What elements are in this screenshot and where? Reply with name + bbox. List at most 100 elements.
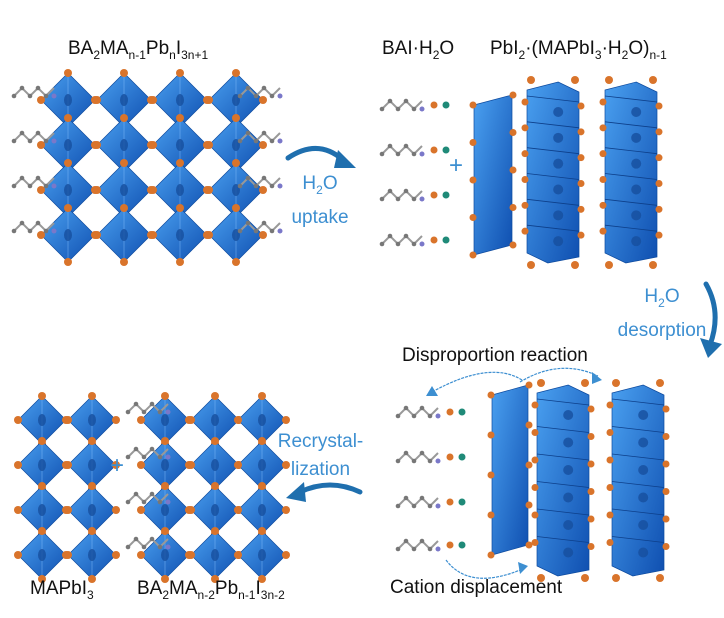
- iodide-atom: [120, 204, 128, 212]
- iodide-atom: [211, 482, 219, 490]
- octahedron-pillar: [521, 76, 585, 269]
- carbon-atom: [157, 499, 163, 505]
- iodide-atom: [259, 96, 267, 104]
- carbon-atom: [125, 499, 131, 505]
- carbon-atom: [149, 536, 155, 542]
- iodide-atom: [120, 258, 128, 266]
- carbon-atom: [403, 233, 409, 239]
- carbon-atom: [141, 409, 147, 415]
- iodide-atom: [662, 460, 670, 468]
- carbon-atom: [237, 138, 243, 144]
- carbon-atom: [261, 85, 267, 91]
- pillar-edge: [526, 121, 580, 129]
- carbon-atom: [27, 228, 33, 234]
- iodide-atom: [521, 227, 529, 235]
- octahedron: [93, 159, 155, 221]
- nitrogen-atom: [419, 106, 425, 112]
- iodide-atom: [282, 416, 290, 424]
- iodide-atom: [662, 543, 670, 550]
- carbon-atom: [11, 93, 17, 99]
- iodide-atom: [487, 551, 495, 559]
- iodide-atom: [205, 141, 213, 149]
- iodide-atom: [587, 543, 595, 550]
- iodide-atom: [232, 159, 240, 167]
- iodide-atom: [581, 379, 589, 387]
- lead-atom: [120, 184, 128, 196]
- lead-atom: [258, 549, 266, 561]
- iodide-atom: [469, 251, 477, 259]
- nitrogen-atom: [419, 151, 425, 157]
- nitrogen-atom: [165, 499, 171, 505]
- octahedron: [93, 204, 155, 266]
- oxygen-atom: [458, 541, 466, 549]
- iodide-atom: [120, 159, 128, 167]
- iodide-atom: [599, 98, 607, 106]
- ba-cation: [11, 175, 57, 189]
- nitrogen-atom: [419, 241, 425, 247]
- lead-atom: [38, 549, 46, 561]
- ba-cation: [237, 85, 283, 99]
- iodide-atom: [655, 154, 663, 162]
- carbon-atom: [427, 458, 433, 464]
- pillar-edge: [604, 121, 658, 129]
- ba-cation: [125, 446, 171, 460]
- carbon-atom: [11, 138, 17, 144]
- octahedron: [234, 482, 290, 538]
- iodide-atom: [258, 392, 266, 400]
- iodide-atom: [234, 416, 242, 424]
- octahedron-pillar: [606, 379, 670, 582]
- iodide-atom: [655, 180, 663, 187]
- label-recrystallization: Recrystal-lization: [277, 431, 364, 480]
- carbon-atom: [403, 538, 409, 544]
- iodide-atom: [232, 258, 240, 266]
- lead-atom: [88, 459, 96, 471]
- lead-atom: [211, 504, 219, 516]
- lead-atom: [563, 410, 574, 420]
- iodide-atom: [37, 96, 45, 104]
- lead-atom: [553, 210, 564, 221]
- lead-atom: [38, 504, 46, 516]
- lead-atom: [64, 94, 72, 106]
- carbon-atom: [19, 85, 25, 91]
- iodide-atom: [161, 575, 169, 583]
- carbon-atom: [27, 183, 33, 189]
- pbi2-slab: [469, 91, 517, 259]
- lead-atom: [176, 94, 184, 106]
- iodide-atom: [649, 76, 657, 84]
- carbon-atom: [411, 413, 417, 419]
- nitrogen-atom: [51, 228, 57, 234]
- lead-atom: [211, 459, 219, 471]
- label-disproportion-reaction: Disproportion reaction: [402, 345, 588, 366]
- oxygen-atom: [458, 498, 466, 506]
- carbon-atom: [35, 220, 41, 226]
- carbon-atom: [245, 220, 251, 226]
- carbon-atom: [253, 183, 259, 189]
- carbon-atom: [379, 106, 385, 112]
- carbon-atom: [245, 175, 251, 181]
- iodide-atom: [599, 201, 607, 209]
- carbon-atom: [141, 499, 147, 505]
- iodide-atom: [531, 484, 539, 491]
- carbon-atom: [419, 495, 425, 501]
- iodide-atom: [662, 488, 670, 495]
- carbon-atom: [403, 188, 409, 194]
- lead-atom: [553, 184, 564, 195]
- octahedron: [149, 114, 211, 176]
- iodide-atom: [587, 460, 595, 468]
- iodide-atom: [137, 461, 145, 469]
- iodide-atom: [64, 506, 72, 514]
- octahedron: [37, 204, 99, 266]
- iodide-atom: [93, 96, 101, 104]
- plus-sign-top: +: [449, 152, 464, 179]
- formula-pbi2-hydrate: PbI2·(MAPbI3·H2O)n-1: [490, 38, 667, 62]
- carbon-atom: [133, 446, 139, 452]
- iodide-atom: [612, 574, 620, 582]
- carbon-atom: [403, 405, 409, 411]
- carbon-atom: [395, 458, 401, 464]
- iodide-atom: [581, 574, 589, 582]
- iodide-atom: [149, 231, 157, 239]
- lead-atom: [631, 184, 642, 195]
- iodide-atom: [211, 575, 219, 583]
- slab-body: [473, 94, 513, 256]
- carbon-atom: [141, 544, 147, 550]
